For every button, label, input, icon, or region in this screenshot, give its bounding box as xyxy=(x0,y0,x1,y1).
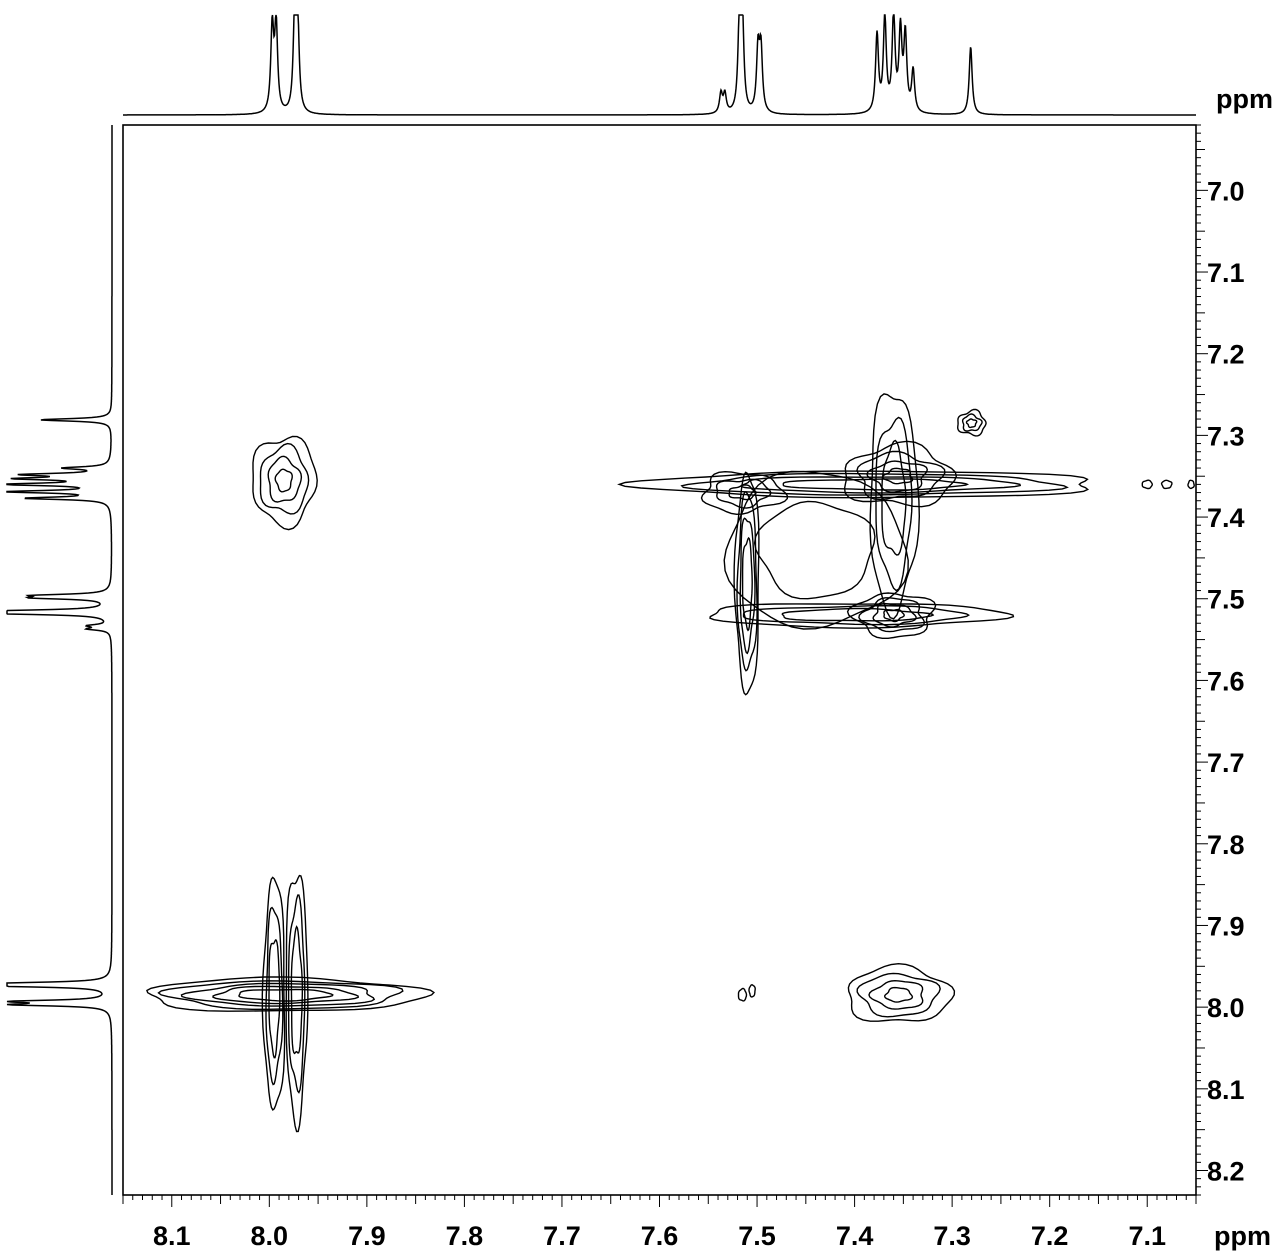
x-tick-label: 8.0 xyxy=(251,1221,289,1251)
contour-line xyxy=(285,874,309,1133)
left-projection-trace xyxy=(6,125,113,1195)
contour-line xyxy=(956,408,987,437)
contour-line xyxy=(290,925,304,1055)
contour-line xyxy=(883,986,914,1003)
y-tick-label: 8.0 xyxy=(1207,993,1245,1023)
x-tick-label: 7.4 xyxy=(836,1221,874,1251)
y-tick-label: 7.8 xyxy=(1207,830,1245,860)
y-tick-label: 7.5 xyxy=(1207,585,1245,615)
contour-line xyxy=(847,962,956,1022)
x-tick-label: 7.3 xyxy=(933,1221,971,1251)
contour-line xyxy=(782,478,970,491)
contour-line xyxy=(180,982,376,1007)
y-tick-label: 7.6 xyxy=(1207,666,1245,696)
contour-line xyxy=(748,984,756,998)
x-tick-label: 7.2 xyxy=(1031,1221,1069,1251)
contour-line xyxy=(737,987,748,1002)
contour-line xyxy=(843,440,958,508)
contour-line xyxy=(1141,479,1154,490)
contour-line xyxy=(856,450,946,501)
contour-line xyxy=(753,500,876,600)
contour-line xyxy=(274,468,293,493)
contour-line xyxy=(252,435,318,531)
x-tick-label: 7.6 xyxy=(641,1221,679,1251)
contour-line xyxy=(157,980,404,1010)
y-tick-label: 7.7 xyxy=(1207,748,1245,778)
contour-line xyxy=(265,906,284,1086)
contour-line xyxy=(733,471,760,696)
x-axis: 8.1 8.0 7.9 7.8 7.7 7.6 7.5 7.4 7.3 7.2 7.1 xyxy=(122,1195,1197,1251)
y-tick-label: 7.1 xyxy=(1207,258,1245,288)
x-tick-label: 7.9 xyxy=(348,1221,386,1251)
x-tick-label: 7.5 xyxy=(738,1221,776,1251)
contour-line xyxy=(846,592,937,639)
contour-line xyxy=(146,976,435,1012)
x-unit-label: ppm xyxy=(1214,1221,1271,1251)
contour-line xyxy=(961,413,983,432)
contour-line xyxy=(268,939,281,1059)
x-tick-label: 7.1 xyxy=(1128,1221,1166,1251)
y-tick-label: 8.2 xyxy=(1207,1156,1245,1186)
contour-line xyxy=(261,876,286,1111)
y-tick-label: 7.4 xyxy=(1207,503,1245,533)
contour-line xyxy=(856,972,941,1018)
contour-line xyxy=(742,604,970,626)
contour-line xyxy=(866,460,929,493)
contour-line xyxy=(259,442,310,515)
y-tick-label: 7.9 xyxy=(1207,911,1245,941)
x-tick-label: 8.1 xyxy=(153,1221,191,1251)
contour-line xyxy=(715,478,772,509)
y-tick-label: 8.1 xyxy=(1207,1075,1245,1105)
contour-line xyxy=(700,470,789,516)
contour-line xyxy=(883,608,905,623)
contour-line xyxy=(1187,479,1195,490)
y-tick-label: 7.2 xyxy=(1207,340,1245,370)
contour-line xyxy=(736,491,758,672)
y-tick-label: 7.3 xyxy=(1207,421,1245,451)
contour-line xyxy=(680,472,1069,496)
contour-line xyxy=(858,597,926,633)
contour-plot xyxy=(146,393,1195,1133)
contour-line xyxy=(872,602,917,628)
contour-line xyxy=(741,536,753,632)
x-tick-label: 7.8 xyxy=(446,1221,484,1251)
contour-line xyxy=(869,393,921,620)
top-unit-label: ppm xyxy=(1216,84,1273,114)
contour-line xyxy=(212,985,359,1005)
contour-line xyxy=(709,603,1015,629)
contour-line xyxy=(868,979,924,1010)
contour-line xyxy=(287,894,306,1094)
y-axis: 7.0 7.1 7.2 7.3 7.4 7.5 7.6 7.7 7.8 7.9 8.0 8.1 8.2 xyxy=(1196,124,1245,1196)
contour-line xyxy=(723,470,909,630)
contour-line xyxy=(1160,479,1173,490)
x-tick-label: 7.7 xyxy=(543,1221,581,1251)
contour-line xyxy=(965,418,978,429)
contour-line xyxy=(881,467,914,485)
y-tick-label: 7.0 xyxy=(1207,176,1245,206)
contour-line xyxy=(728,484,757,501)
contour-line xyxy=(617,470,1090,499)
top-projection-trace xyxy=(123,14,1196,116)
contour-line xyxy=(739,517,756,655)
contour-line xyxy=(267,455,303,503)
